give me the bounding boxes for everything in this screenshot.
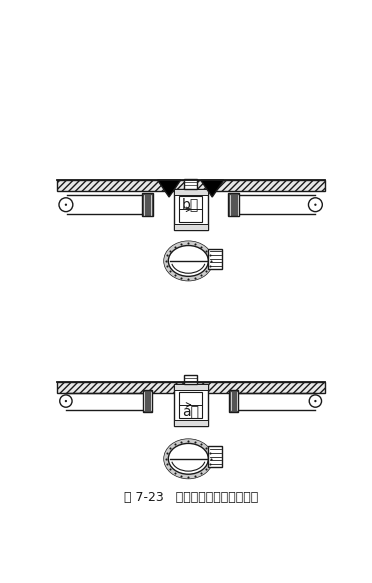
- Circle shape: [65, 400, 67, 402]
- Bar: [142, 193, 153, 216]
- Circle shape: [309, 395, 321, 407]
- Ellipse shape: [164, 439, 213, 479]
- Bar: [174, 188, 208, 230]
- Bar: [174, 188, 208, 195]
- Text: a）: a）: [182, 405, 199, 419]
- Circle shape: [60, 395, 72, 407]
- Bar: [174, 384, 208, 426]
- Ellipse shape: [164, 241, 213, 281]
- Bar: [57, 382, 325, 392]
- Circle shape: [314, 400, 317, 402]
- Circle shape: [314, 203, 317, 206]
- Circle shape: [59, 198, 73, 212]
- Ellipse shape: [168, 444, 208, 474]
- Bar: [174, 420, 208, 426]
- Bar: [179, 392, 202, 418]
- Polygon shape: [157, 180, 181, 197]
- Bar: [228, 193, 239, 216]
- Bar: [174, 224, 208, 230]
- Bar: [174, 384, 208, 390]
- Text: b）: b）: [182, 197, 199, 211]
- Bar: [57, 180, 325, 191]
- Ellipse shape: [168, 245, 208, 276]
- Bar: [143, 390, 152, 412]
- Bar: [208, 447, 222, 466]
- Circle shape: [65, 203, 67, 206]
- Bar: [179, 196, 202, 223]
- Bar: [229, 390, 238, 412]
- Circle shape: [308, 198, 322, 212]
- Bar: [185, 375, 197, 384]
- Bar: [208, 248, 222, 269]
- Text: 图 7-23   管道振动时安装固定支架: 图 7-23 管道振动时安装固定支架: [124, 491, 258, 504]
- Bar: [185, 180, 197, 188]
- Polygon shape: [201, 180, 224, 197]
